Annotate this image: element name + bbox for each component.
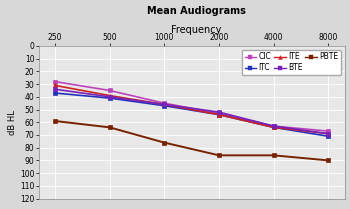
- PBTE: [326, 159, 330, 162]
- CIC: [217, 112, 221, 115]
- ITE: [162, 103, 166, 106]
- Line: ITE: ITE: [53, 83, 330, 136]
- ITC: [162, 104, 166, 107]
- BTE: [326, 133, 330, 135]
- CIC: [107, 89, 112, 92]
- BTE: [217, 111, 221, 113]
- Text: Mean Audiograms: Mean Audiograms: [147, 6, 245, 16]
- ITC: [107, 97, 112, 99]
- ITE: [107, 94, 112, 97]
- ITE: [53, 84, 57, 87]
- ITE: [326, 133, 330, 135]
- ITC: [217, 113, 221, 116]
- CIC: [272, 125, 276, 127]
- PBTE: [162, 141, 166, 144]
- ITE: [272, 126, 276, 129]
- PBTE: [53, 120, 57, 122]
- Line: CIC: CIC: [53, 79, 330, 133]
- CIC: [326, 130, 330, 133]
- BTE: [53, 88, 57, 90]
- Line: ITC: ITC: [53, 91, 330, 138]
- Line: PBTE: PBTE: [52, 119, 331, 163]
- BTE: [162, 103, 166, 106]
- BTE: [107, 96, 112, 98]
- PBTE: [217, 154, 221, 157]
- ITE: [217, 113, 221, 116]
- CIC: [162, 102, 166, 104]
- PBTE: [107, 126, 112, 129]
- Text: Frequency: Frequency: [171, 25, 221, 35]
- Line: BTE: BTE: [53, 87, 330, 136]
- Y-axis label: dB HL: dB HL: [8, 110, 17, 135]
- BTE: [272, 125, 276, 127]
- ITC: [326, 135, 330, 138]
- ITC: [53, 92, 57, 94]
- PBTE: [272, 154, 276, 157]
- CIC: [53, 80, 57, 83]
- ITC: [272, 126, 276, 129]
- Legend: CIC, ITC, ITE, BTE, PBTE: CIC, ITC, ITE, BTE, PBTE: [242, 50, 341, 75]
